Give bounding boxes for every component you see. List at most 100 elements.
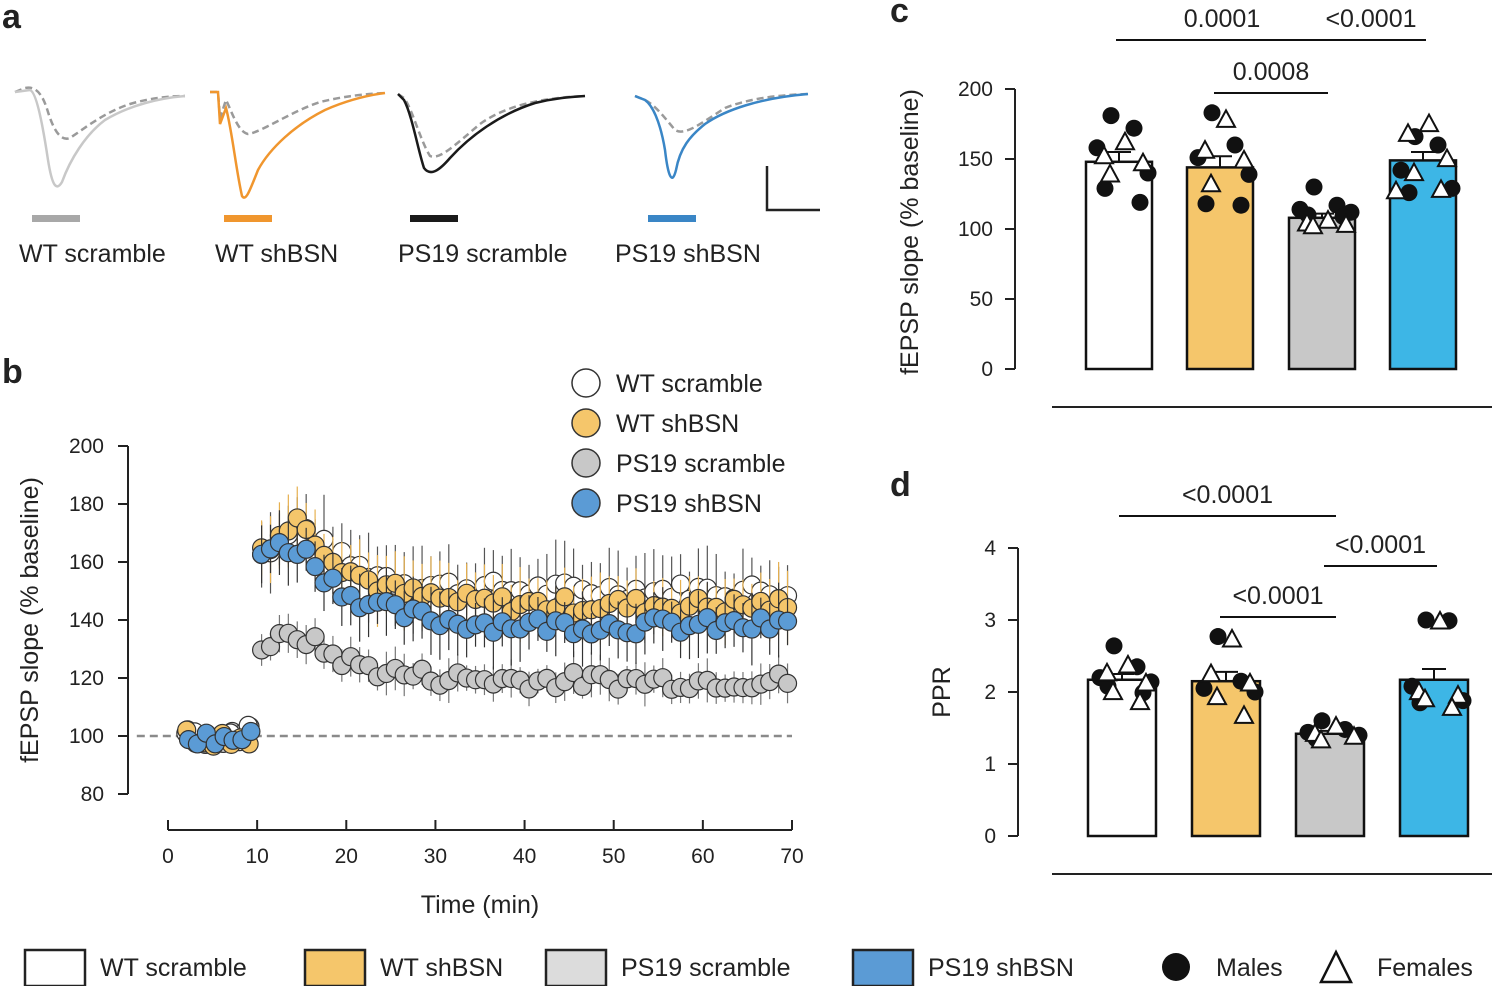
panel-c-male-point xyxy=(1197,195,1215,213)
legend-females-icon xyxy=(1318,949,1354,984)
panel-c-male-point xyxy=(1392,161,1410,179)
panel-d-female-point xyxy=(1233,704,1255,724)
bottom-legend: WT scramble WT shBSN PS19 scramble PS19 … xyxy=(23,948,1473,986)
panel-b-series-ps19-scramble xyxy=(178,613,798,755)
panel-d-female-point xyxy=(1343,725,1365,745)
panel-c-male-point xyxy=(1125,119,1143,137)
panel-b-y-tick-label: 120 xyxy=(69,667,104,690)
panel-a-traces: WT scramble WT shBSN PS19 scramble PS19 … xyxy=(14,86,820,268)
panel-c-female-point xyxy=(1335,213,1357,233)
panel-d-female-point xyxy=(1129,690,1151,711)
panel-d-bar-wt-shbsn xyxy=(1190,679,1262,838)
panel-b-point-ps19-shbsn xyxy=(305,557,325,577)
panel-d-y-tick-label: 0 xyxy=(984,825,996,848)
trace-label-ps19-scramble: PS19 scramble xyxy=(398,240,568,268)
panel-c-sig-label: 0.0008 xyxy=(1233,58,1309,86)
panel-b-x-tick-label: 70 xyxy=(780,845,803,868)
trace-label-ps19-shbsn: PS19 shBSN xyxy=(615,240,761,268)
panel-c-y-tick-label: 0 xyxy=(981,358,993,381)
panel-c-female-point xyxy=(1302,214,1324,235)
legend-swatch-ps19-shbsn xyxy=(851,948,915,986)
panel-d-female-point xyxy=(1096,661,1118,682)
panel-b-x-tick-label: 40 xyxy=(513,845,536,868)
panel-b-legend-label: WT shBSN xyxy=(616,410,739,438)
panel-b-y-tick-label: 180 xyxy=(69,493,104,516)
panel-c-male-point xyxy=(1226,136,1244,154)
panel-b-y-axis-label: fEPSP slope (% baseline) xyxy=(16,477,44,763)
panel-d-sig-label: <0.0001 xyxy=(1232,582,1323,610)
panel-b-legend-label: PS19 shBSN xyxy=(616,490,762,518)
panel-d-female-point xyxy=(1325,715,1347,735)
legend-swatch-wt-scramble xyxy=(23,948,87,986)
panel-b-point-ps19-scramble xyxy=(305,627,325,647)
panel-c-letter: c xyxy=(890,0,909,30)
panel-c-female-point xyxy=(1114,130,1136,151)
panel-c-sig-label: <0.0001 xyxy=(1325,5,1416,33)
panel-b-point-ps19-shbsn xyxy=(241,721,261,742)
panel-b-legend-label: WT scramble xyxy=(616,370,763,398)
panel-c-sig-label: 0.0001 xyxy=(1184,5,1260,33)
stim-bar-ps19-scramble xyxy=(410,215,458,222)
panel-d-y-tick-label: 2 xyxy=(984,681,996,704)
panel-d-y-tick-label: 4 xyxy=(984,537,996,560)
panel-b-y-tick-label: 160 xyxy=(69,551,104,574)
legend-swatch-ps19-scramble xyxy=(544,948,608,986)
scale-bar xyxy=(765,166,820,212)
trace-wt-shbsn xyxy=(210,90,386,199)
panel-b-x-tick-label: 0 xyxy=(162,845,174,868)
panel-d-female-point xyxy=(1441,696,1463,716)
legend-label-wt-scramble: WT scramble xyxy=(100,954,247,982)
panel-c-female-point xyxy=(1403,161,1425,182)
panel-d-female-point xyxy=(1447,684,1469,704)
legend-swatch-wt-shbsn xyxy=(303,948,367,986)
legend-label-males: Males xyxy=(1216,954,1283,982)
panel-d-y-tick-label: 1 xyxy=(984,753,996,776)
stim-bar-wt-shbsn xyxy=(224,215,272,222)
panel-c-male-point xyxy=(1429,136,1447,154)
panel-d-female-point xyxy=(1117,653,1139,674)
panel-d-male-point xyxy=(1417,611,1435,629)
panel-c-female-point xyxy=(1132,151,1154,172)
panel-d-male-point xyxy=(1105,637,1123,655)
panel-c-y-tick-label: 50 xyxy=(970,288,993,311)
panel-d-bar-ps19-scramble xyxy=(1294,732,1366,838)
panel-b-x-tick-label: 60 xyxy=(691,845,714,868)
legend-label-wt-shbsn: WT shBSN xyxy=(380,954,503,982)
panel-c-male-point xyxy=(1102,107,1120,125)
panel-b-y-tick-label: 200 xyxy=(69,435,104,458)
panel-c-female-point xyxy=(1093,144,1115,165)
panel-c-female-point xyxy=(1194,139,1216,159)
panel-a-letter: a xyxy=(2,0,22,36)
panel-c-y-tick-label: 100 xyxy=(958,218,993,241)
panel-d-y-axis-label: PPR xyxy=(928,666,956,717)
trace-wt-scramble-dashed xyxy=(14,86,186,140)
panel-c-y-tick-label: 150 xyxy=(958,148,993,171)
legend-males-icon xyxy=(1162,953,1190,981)
panel-b-letter: b xyxy=(2,353,23,391)
panel-c-male-point xyxy=(1203,104,1221,122)
panel-b-x-tick-label: 50 xyxy=(602,845,625,868)
panel-d-female-point xyxy=(1102,680,1124,701)
panel-c-male-point xyxy=(1096,179,1114,197)
panel-d-female-point xyxy=(1221,627,1243,648)
trace-ps19-shbsn-dashed xyxy=(634,92,809,133)
panel-b-legend-marker xyxy=(571,368,601,398)
panel-d-female-point xyxy=(1310,728,1332,749)
panel-c-female-point xyxy=(1233,148,1255,169)
panel-c-female-point xyxy=(1317,209,1339,229)
panel-c-female-point xyxy=(1397,122,1419,142)
panel-b-legend-marker xyxy=(571,488,601,518)
panel-b-x-tick-label: 30 xyxy=(424,845,447,868)
panel-b-x-tick-label: 20 xyxy=(335,845,358,868)
panel-d-y-tick-label: 3 xyxy=(984,609,996,632)
panel-b-legend-label: PS19 scramble xyxy=(616,450,786,478)
panel-b-y-tick-label: 100 xyxy=(69,725,104,748)
panel-b-point-ps19-shbsn xyxy=(296,539,316,559)
panel-c-female-point xyxy=(1430,178,1452,198)
panel-d-sig-label: <0.0001 xyxy=(1182,481,1273,509)
legend-label-ps19-scramble: PS19 scramble xyxy=(621,954,791,982)
panel-d-female-point xyxy=(1135,671,1157,692)
trace-ps19-shbsn xyxy=(634,92,809,179)
panel-c-female-point xyxy=(1200,172,1222,193)
panel-c-male-point xyxy=(1305,178,1323,196)
